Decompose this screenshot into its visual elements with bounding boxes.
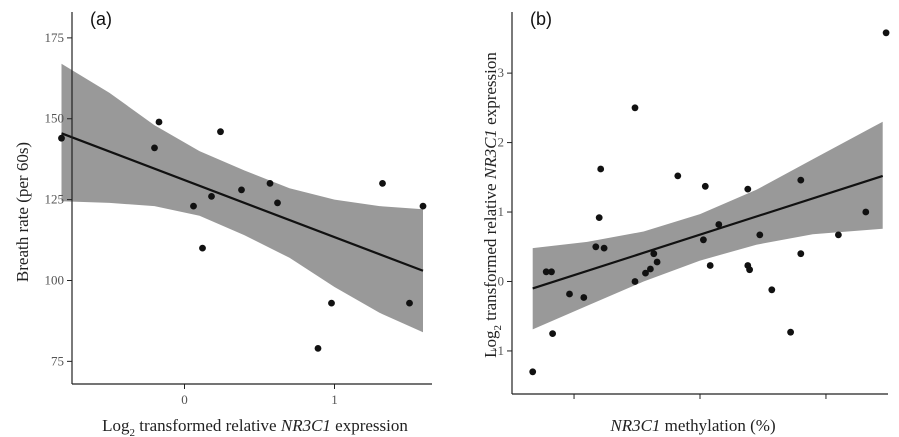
panel-b-ylabel-mid: transformed relative: [481, 179, 500, 325]
panel-a-y-tick-label-4: 175: [45, 30, 65, 45]
panel-a-y-tick-label-3: 150: [45, 111, 65, 126]
panel-a-data-point-0: [58, 134, 65, 142]
panel-b-ylabel-log: Log: [481, 330, 500, 358]
panel-a-data-point-8: [266, 180, 274, 187]
panel-b-data-point-21: [744, 185, 752, 193]
panel-a-data-point-3: [190, 202, 197, 210]
panel-b-data-point-14: [650, 250, 658, 258]
panel-b-regression-line: [532, 174, 884, 290]
panel-b-data-point-24: [756, 231, 764, 239]
panel-a-data-point-5: [208, 193, 215, 200]
panel-b-data-point-0: [529, 368, 537, 376]
panel-b-data-point-16: [674, 172, 682, 180]
panel-a: 75 100 125 150 175 0 1 (a) Breath rate (per 60…: [13, 9, 432, 437]
panel-b-data-point-27: [797, 176, 805, 184]
panel-a-data-point-7: [238, 186, 245, 194]
panel-a-xlabel-end: expression: [331, 416, 408, 435]
panel-a-x-tick-label-0: 0: [181, 392, 188, 407]
panel-b-ylabel-gene: NR3C1: [481, 129, 500, 180]
panel-b-data-point-12: [642, 269, 649, 277]
panel-b-data-point-8: [597, 165, 605, 173]
panel-b-data-point-5: [580, 294, 588, 301]
panel-a-data-point-9: [274, 199, 281, 207]
panel-b-data-point-7: [595, 214, 603, 222]
panel-b-data-point-3: [549, 330, 556, 337]
panel-a-data-point-1: [151, 144, 158, 152]
panel-b-ylabel-end: expression: [481, 52, 500, 129]
panel-b-data-point-31: [882, 29, 890, 37]
panel-a-ylabel: Breath rate (per 60s): [13, 142, 32, 282]
panel-b-y-tick-label-0: −1: [490, 343, 504, 358]
panel-a-data-point-4: [199, 244, 206, 252]
panel-b-data-point-17: [700, 236, 707, 244]
panel-a-data-point-11: [328, 299, 335, 307]
panel-b-data-point-15: [653, 258, 661, 266]
panel-a-xlabel-sub: 2: [130, 427, 136, 437]
panel-a-label: (a): [90, 9, 112, 29]
panel-a-y-tick-label-0: 75: [51, 353, 64, 368]
panel-b-ylabel: Log2 transformed relative NR3C1 expressi…: [481, 52, 504, 358]
panel-b-xlabel-end: methylation (%): [660, 416, 775, 435]
panel-a-data-point-14: [419, 202, 427, 210]
panel-b-label: (b): [530, 9, 552, 29]
panel-b-y-tick-label-4: 3: [498, 65, 505, 80]
panel-a-x-tick-label-1: 1: [331, 392, 338, 407]
panel-b-data-point-4: [566, 290, 573, 298]
panel-b-data-point-28: [797, 250, 805, 258]
panel-b-data-point-10: [631, 104, 639, 112]
panel-a-xlabel-mid: transformed relative: [135, 416, 281, 435]
panel-b-data-point-6: [592, 243, 600, 251]
panel-a-regression-line: [61, 132, 424, 272]
panel-a-y-tick-label-2: 125: [45, 192, 65, 207]
panel-b-data-point-26: [787, 328, 794, 336]
panel-a-data-point-10: [314, 345, 322, 352]
panel-b-confidence-band: [532, 121, 883, 330]
panel-a-y-tick-label-1: 100: [45, 272, 65, 287]
panel-b-data-point-9: [600, 244, 608, 252]
panel-b-y-tick-label-1: 0: [498, 273, 505, 288]
panel-b-data-point-20: [715, 221, 723, 228]
panel-a-data-point-12: [379, 180, 386, 187]
panel-b-y-tick-label-3: 2: [498, 135, 505, 150]
panel-b-data-point-19: [706, 262, 714, 269]
panel-b-data-point-23: [746, 266, 753, 274]
panel-a-xlabel-gene: NR3C1: [280, 416, 331, 435]
panel-b-data-point-18: [701, 182, 709, 190]
panel-a-data-point-2: [155, 118, 163, 126]
panel-b-data-point-30: [862, 208, 870, 216]
panel-a-xlabel-log: Log: [102, 416, 130, 435]
panel-b-data-point-11: [631, 278, 639, 285]
panel-b-xlabel-gene: NR3C1: [609, 416, 660, 435]
panel-b-data-point-1: [542, 268, 550, 276]
panel-b-ylabel-sub: 2: [492, 325, 504, 331]
panel-a-data-point-13: [406, 299, 413, 307]
panel-a-xlabel: Log2 transformed relative NR3C1 expressi…: [102, 416, 408, 437]
panel-b-y-tick-label-2: 1: [498, 204, 505, 219]
panel-b-data-point-29: [835, 231, 842, 239]
panel-b-data-point-2: [548, 268, 555, 276]
panel-b-xlabel: NR3C1 methylation (%): [609, 416, 775, 435]
panel-b-data-point-25: [768, 286, 776, 294]
panel-b-data-point-13: [647, 265, 654, 273]
panel-a-data-point-6: [217, 128, 224, 136]
panel-a-confidence-band: [61, 63, 423, 333]
